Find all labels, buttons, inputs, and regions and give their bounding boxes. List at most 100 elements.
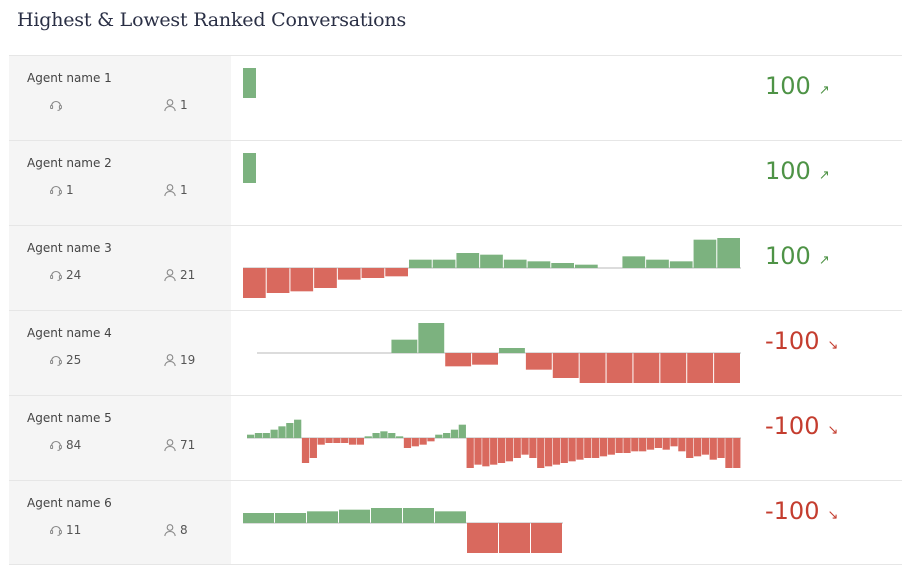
- positive-bar: [372, 433, 380, 438]
- page-title: Highest & Lowest Ranked Conversations: [17, 9, 407, 31]
- agent-info-panel: Agent name 6 11 8: [9, 481, 231, 564]
- headset-icon: [50, 185, 62, 196]
- positive-bar: [622, 256, 646, 268]
- negative-bar: [499, 523, 530, 553]
- positive-bar: [364, 436, 372, 438]
- users-stat: 8: [163, 523, 188, 537]
- negative-bar: [686, 438, 694, 458]
- positive-bar: [458, 424, 466, 438]
- negative-bar: [243, 268, 266, 298]
- negative-bar: [525, 353, 552, 370]
- list-item[interactable]: Agent name 6 11 8 -100 ↘: [9, 480, 902, 565]
- calls-stat: 25: [49, 353, 81, 367]
- headset-icon: [50, 100, 62, 111]
- negative-bar: [301, 438, 310, 463]
- negative-bar: [607, 438, 615, 455]
- users-stat: 1: [163, 98, 188, 112]
- positive-bar: [456, 253, 480, 268]
- negative-bar: [599, 438, 608, 457]
- user-icon: [164, 524, 176, 537]
- positive-bar: [693, 239, 717, 268]
- positive-bar: [243, 68, 256, 98]
- score-number: -100: [765, 497, 820, 525]
- list-item[interactable]: Agent name 2 1 1 100 ↗: [9, 140, 902, 225]
- agent-info-panel: Agent name 5 84 71: [9, 396, 231, 480]
- negative-bar: [631, 438, 639, 452]
- positive-bar: [669, 261, 693, 268]
- negative-bar: [639, 438, 647, 452]
- agent-info-panel: Agent name 2 1 1: [9, 141, 231, 225]
- calls-stat: 24: [49, 268, 81, 282]
- score-number: -100: [765, 327, 820, 355]
- list-item[interactable]: Agent name 4 25 19 -100 ↘: [9, 310, 902, 395]
- positive-bar: [480, 254, 503, 268]
- calls-count: 24: [66, 268, 82, 282]
- negative-bar: [717, 438, 725, 458]
- negative-bar: [623, 438, 631, 453]
- agent-name: Agent name 3: [27, 241, 112, 255]
- negative-bar: [467, 523, 498, 553]
- negative-bar: [576, 438, 584, 460]
- negative-bar: [411, 438, 419, 447]
- trend-arrow-icon: ↗: [818, 83, 830, 98]
- calls-count: 84: [66, 438, 82, 452]
- users-count: 1: [180, 98, 188, 112]
- users-stat: 19: [163, 353, 195, 367]
- calls-stat: 1: [49, 183, 74, 197]
- user-icon: [164, 354, 176, 367]
- negative-bar: [544, 438, 553, 467]
- negative-bar: [497, 438, 506, 463]
- negative-bar: [560, 438, 568, 463]
- list-item[interactable]: Agent name 3 24 21 100 ↗: [9, 225, 902, 310]
- score-number: 100: [765, 72, 811, 100]
- negative-bar: [654, 438, 662, 448]
- user-icon: [164, 269, 176, 282]
- negative-bar: [385, 268, 408, 277]
- score-bar-chart: [241, 56, 741, 140]
- negative-bar: [348, 438, 357, 445]
- positive-bar: [418, 323, 445, 353]
- negative-bar: [662, 438, 670, 450]
- score-bar-chart: [241, 481, 741, 564]
- negative-bar: [606, 353, 633, 383]
- negative-bar: [733, 438, 741, 468]
- negative-bar: [445, 353, 472, 367]
- negative-bar: [356, 438, 365, 445]
- users-stat: 21: [163, 268, 195, 282]
- score-number: 100: [765, 242, 811, 270]
- score-number: 100: [765, 157, 811, 185]
- users-count: 21: [180, 268, 196, 282]
- negative-bar: [403, 438, 412, 448]
- conversation-list: Agent name 1 1 100 ↗ Agent name 2 1: [9, 55, 902, 565]
- positive-bar: [646, 259, 669, 268]
- agent-name: Agent name 2: [27, 156, 112, 170]
- score-bar-chart: [241, 141, 741, 225]
- agent-info-panel: Agent name 1 1: [9, 56, 231, 140]
- positive-bar: [432, 259, 456, 268]
- users-count: 8: [180, 523, 188, 537]
- positive-bar: [717, 238, 740, 268]
- users-count: 1: [180, 183, 188, 197]
- negative-bar: [337, 268, 361, 280]
- trend-arrow-icon: ↘: [827, 508, 839, 523]
- trend-arrow-icon: ↗: [818, 253, 830, 268]
- negative-bar: [552, 438, 561, 465]
- negative-bar: [290, 268, 314, 292]
- negative-bar: [701, 438, 710, 455]
- negative-bar: [266, 268, 290, 293]
- positive-bar: [443, 433, 451, 438]
- positive-bar: [254, 433, 263, 438]
- score-value: 100 ↗: [765, 242, 830, 270]
- list-item[interactable]: Agent name 1 1 100 ↗: [9, 55, 902, 140]
- negative-bar: [513, 438, 521, 458]
- calls-stat: 11: [49, 523, 81, 537]
- list-item[interactable]: Agent name 5 84 71 -100 ↘: [9, 395, 902, 480]
- agent-name: Agent name 5: [27, 411, 112, 425]
- positive-bar: [503, 259, 527, 268]
- negative-bar: [568, 438, 576, 462]
- score-bar-chart: [241, 226, 741, 310]
- positive-bar: [380, 431, 388, 438]
- positive-bar: [409, 259, 432, 268]
- calls-count: 1: [66, 183, 74, 197]
- score-value: 100 ↗: [765, 72, 830, 100]
